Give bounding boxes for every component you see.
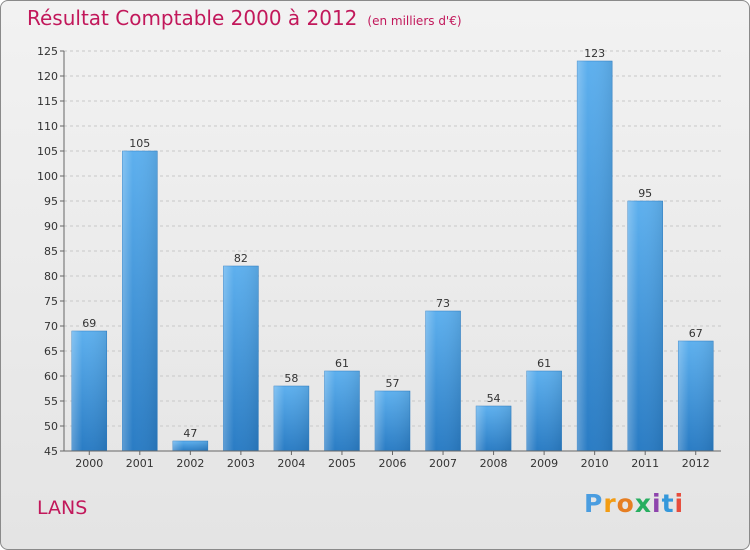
y-tick-label: 60	[44, 370, 58, 383]
bar-shade	[122, 151, 158, 451]
logo-letter: i	[652, 489, 662, 518]
x-tick-label: 2005	[328, 457, 356, 470]
bar-shade	[273, 386, 309, 451]
bar-value-label: 95	[638, 187, 652, 200]
chart-title-text: Résultat Comptable 2000 à 2012	[27, 6, 358, 30]
y-tick-label: 55	[44, 395, 58, 408]
y-tick-label: 105	[37, 145, 58, 158]
y-tick-label: 50	[44, 420, 58, 433]
bar-value-label: 54	[487, 392, 501, 405]
bar-shade	[71, 331, 107, 451]
x-tick-label: 2011	[631, 457, 659, 470]
x-tick-label: 2009	[530, 457, 558, 470]
bar-shade	[172, 441, 208, 451]
logo-letter: r	[603, 489, 617, 518]
bar-shade	[425, 311, 461, 451]
bar-value-label: 69	[82, 317, 96, 330]
bar-value-label: 57	[386, 377, 400, 390]
x-tick-label: 2000	[75, 457, 103, 470]
y-tick-label: 110	[37, 120, 58, 133]
bar-shade	[678, 341, 714, 451]
x-tick-label: 2008	[480, 457, 508, 470]
bar-value-label: 47	[183, 427, 197, 440]
y-tick-label: 115	[37, 95, 58, 108]
y-tick-label: 65	[44, 345, 58, 358]
y-tick-label: 45	[44, 445, 58, 458]
chart-subtitle: (en milliers d'€)	[367, 14, 462, 28]
bar-value-label: 123	[584, 47, 605, 60]
bar-layer: 69 105 47 82 58 61 57 73 54 61 123 95 67	[71, 47, 714, 452]
bar-value-label: 73	[436, 297, 450, 310]
bar-value-label: 61	[335, 357, 349, 370]
x-tick-label: 2006	[379, 457, 407, 470]
x-tick-label: 2012	[682, 457, 710, 470]
logo-letter: t	[661, 489, 675, 518]
bar-value-label: 67	[689, 327, 703, 340]
proxiti-logo[interactable]: Proxiti	[584, 489, 684, 518]
bar-value-label: 58	[284, 372, 298, 385]
y-tick-label: 100	[37, 170, 58, 183]
logo-letter: x	[634, 489, 652, 518]
bar-shade	[375, 391, 410, 451]
bar-value-label: 61	[537, 357, 551, 370]
bar-shade	[223, 266, 259, 451]
logo-letter: P	[584, 489, 604, 518]
axis-layer: 45 50 55 60 65 70 75 80 85 90 95 100 105 110 115 120 125…	[37, 45, 721, 470]
x-tick-label: 2010	[581, 457, 609, 470]
y-tick-label: 75	[44, 295, 58, 308]
logo-letter: o	[616, 489, 635, 518]
x-tick-label: 2001	[126, 457, 154, 470]
bar-shade	[577, 61, 613, 451]
y-tick-label: 70	[44, 320, 58, 333]
bar-shade	[627, 201, 663, 451]
y-tick-label: 85	[44, 245, 58, 258]
x-tick-label: 2002	[176, 457, 204, 470]
y-tick-label: 125	[37, 45, 58, 58]
bar-value-label: 105	[129, 137, 150, 150]
x-tick-label: 2004	[277, 457, 305, 470]
bar-shade	[526, 371, 562, 451]
bar-shade	[476, 406, 512, 451]
y-tick-label: 80	[44, 270, 58, 283]
bar-value-label: 82	[234, 252, 248, 265]
x-tick-label: 2003	[227, 457, 255, 470]
y-tick-label: 90	[44, 220, 58, 233]
y-tick-label: 120	[37, 70, 58, 83]
place-name: LANS	[37, 497, 88, 519]
x-tick-label: 2007	[429, 457, 457, 470]
y-tick-label: 95	[44, 195, 58, 208]
logo-letter: i	[674, 489, 685, 518]
chart-title: Résultat Comptable 2000 à 2012 (en millie…	[27, 6, 462, 30]
bar-shade	[324, 371, 360, 451]
